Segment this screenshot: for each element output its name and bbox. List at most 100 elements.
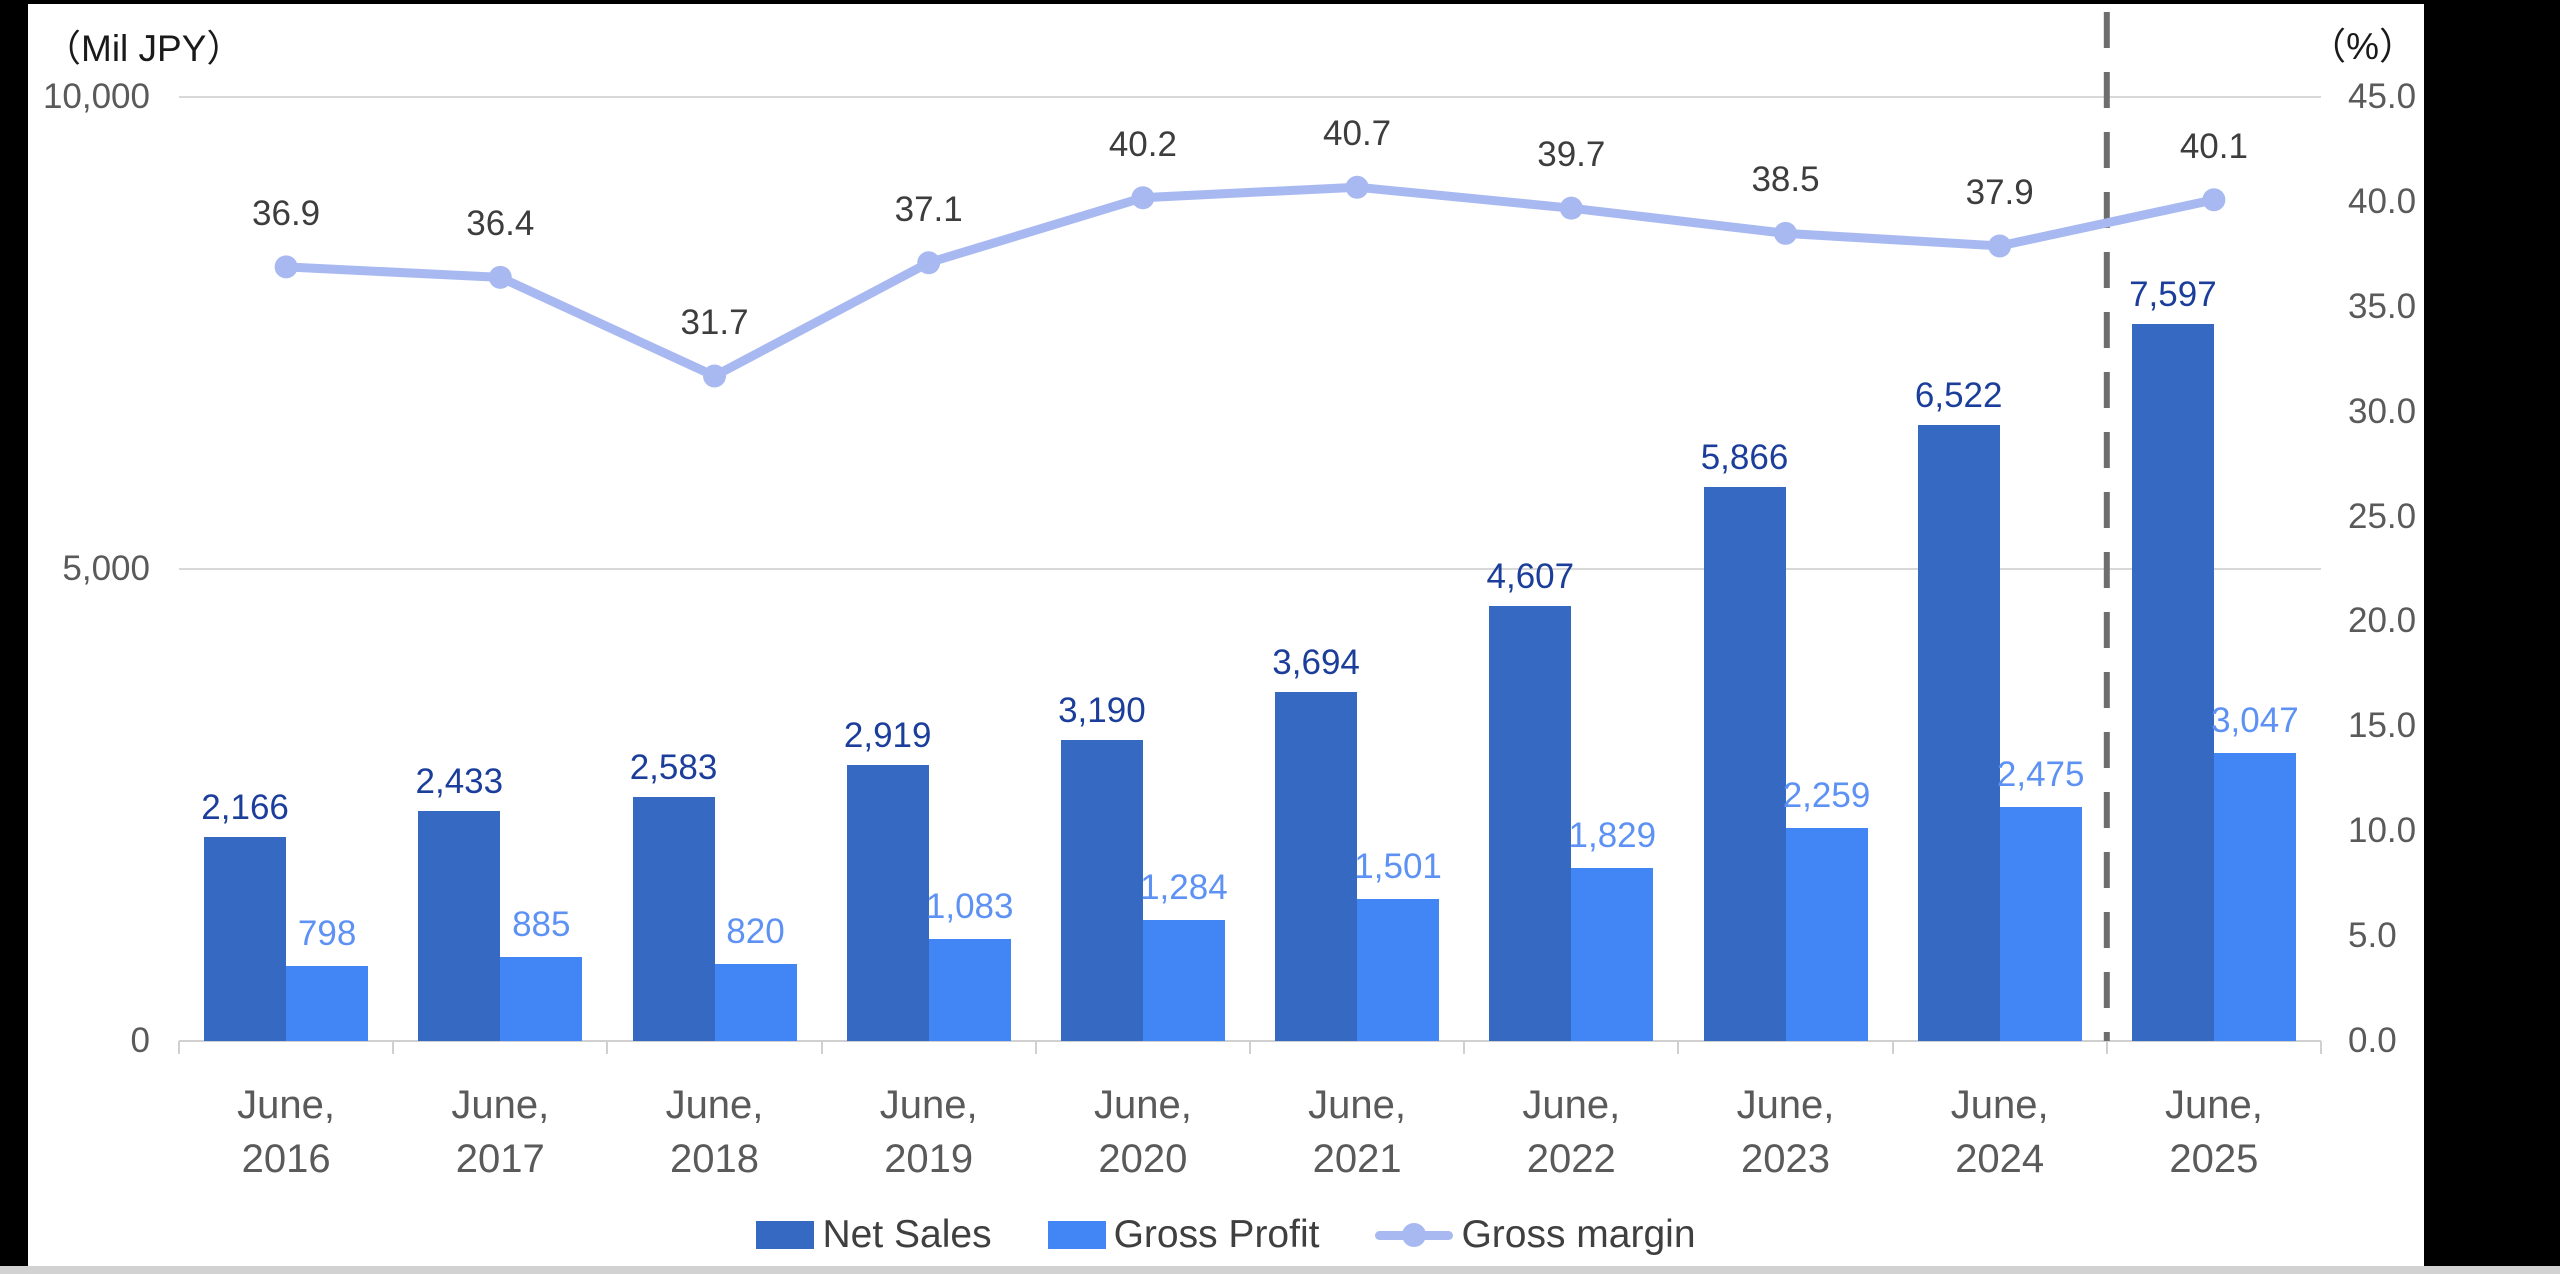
gross-margin-point — [274, 255, 298, 279]
gross-profit-bar — [286, 965, 369, 1041]
gross-profit-bar — [1142, 919, 1225, 1041]
x-axis-tick — [178, 1041, 180, 1054]
chart-legend: Net Sales Gross Profit Gross margin — [28, 1205, 2424, 1265]
chart-canvas: （Mil JPY） （%） 10,000 5,000 0 45.0 40.0 35.0 30… — [28, 4, 2424, 1266]
y-axis-label-left: 0 — [130, 1021, 150, 1060]
gross-profit-value-label: 2,259 — [1782, 775, 1871, 815]
right-axis-unit-label: （%） — [2309, 26, 2416, 67]
net-sales-value-label: 6,522 — [1914, 376, 2003, 416]
x-axis-category-label: June, 2016 — [237, 1083, 336, 1181]
gross-margin-line-icon — [1375, 1220, 1454, 1250]
gross-margin-value-label: 31.7 — [680, 303, 749, 342]
net-sales-bar — [418, 811, 501, 1041]
net-sales-value-label: 3,694 — [1272, 643, 1360, 683]
x-axis-category-label: June, 2021 — [1308, 1083, 1407, 1181]
legend-item-gross-margin: Gross margin — [1375, 1213, 1696, 1257]
gross-profit-bar — [1999, 807, 2082, 1041]
y-axis-label-right: 35.0 — [2348, 286, 2417, 326]
net-sales-bar — [1060, 739, 1143, 1041]
x-axis-tick — [1891, 1041, 1894, 1054]
net-sales-value-label: 5,866 — [1700, 438, 1789, 478]
gross-margin-value-label: 37.9 — [1965, 172, 2034, 212]
x-axis-category-label: June, 2023 — [1736, 1083, 1835, 1181]
net-sales-bar — [2131, 323, 2214, 1041]
net-sales-value-label: 7,597 — [2129, 274, 2217, 314]
gross-margin-point — [1988, 234, 2012, 258]
net-sales-bar — [204, 836, 287, 1041]
x-axis-category-label: June, 2018 — [665, 1083, 764, 1181]
gridline — [179, 96, 2321, 98]
net-sales-value-label: 2,433 — [415, 762, 504, 802]
y-axis-label-right: 10.0 — [2348, 811, 2417, 851]
y-axis-label-right: 25.0 — [2348, 496, 2417, 536]
legend-label-net-sales: Net Sales — [822, 1213, 992, 1256]
net-sales-bar — [1275, 692, 1358, 1041]
x-axis-tick — [1463, 1041, 1466, 1054]
x-axis-category-label: June, 2024 — [1950, 1083, 2049, 1181]
gross-margin-point — [703, 364, 726, 388]
y-axis-label-right: 20.0 — [2348, 601, 2417, 641]
gross-profit-bar — [1785, 827, 1868, 1041]
gross-margin-point — [1559, 196, 1583, 220]
x-axis-tick — [1249, 1041, 1251, 1054]
gross-profit-value-label: 3,047 — [2211, 701, 2299, 741]
gross-margin-point — [917, 251, 941, 275]
x-axis-category-label: June, 2022 — [1522, 1083, 1621, 1181]
gross-profit-bar — [928, 938, 1011, 1041]
net-sales-bar — [1489, 606, 1572, 1041]
x-axis-tick — [2320, 1041, 2322, 1054]
gross-margin-value-label: 40.1 — [2179, 126, 2248, 166]
y-axis-label-left: 5,000 — [62, 549, 150, 588]
net-sales-value-label: 2,583 — [629, 748, 718, 788]
net-sales-value-label: 4,607 — [1486, 557, 1575, 597]
x-axis-tick — [606, 1041, 609, 1054]
gross-profit-value-label: 2,475 — [1996, 755, 2085, 795]
gross-profit-bar — [714, 963, 797, 1041]
gross-margin-value-label: 37.1 — [894, 189, 963, 229]
x-axis-category-label: June, 2020 — [1093, 1083, 1192, 1181]
net-sales-value-label: 2,166 — [201, 787, 289, 827]
gross-profit-bar — [500, 957, 583, 1041]
gross-margin-value-label: 40.2 — [1108, 124, 1177, 164]
gross-margin-value-label: 36.9 — [252, 193, 321, 233]
gross-profit-value-label: 885 — [512, 905, 571, 945]
window-bottom-edge — [0, 1266, 2560, 1274]
gross-margin-value-label: 39.7 — [1537, 135, 1606, 175]
x-axis-category-label: June, 2019 — [879, 1083, 978, 1181]
y-axis-label-right: 0.0 — [2348, 1021, 2397, 1060]
gridline — [179, 568, 2321, 570]
gross-margin-point — [1774, 221, 1797, 245]
x-axis-category-label: June, 2025 — [2164, 1083, 2263, 1181]
x-axis-tick — [1034, 1041, 1037, 1054]
gross-profit-value-label: 1,829 — [1568, 816, 1657, 856]
gross-margin-point — [488, 265, 512, 289]
x-axis-tick — [820, 1041, 823, 1054]
net-sales-value-label: 3,190 — [1058, 690, 1146, 730]
y-axis-label-right: 15.0 — [2348, 706, 2417, 746]
y-axis-label-right: 5.0 — [2348, 916, 2397, 956]
legend-item-gross-profit: Gross Profit — [1047, 1213, 1319, 1257]
y-axis-label-right: 40.0 — [2348, 181, 2417, 221]
gross-profit-swatch-icon — [1047, 1221, 1106, 1249]
left-axis-unit-label: （Mil JPY） — [44, 28, 244, 69]
gross-margin-value-label: 36.4 — [466, 204, 535, 244]
gross-profit-value-label: 1,284 — [1140, 867, 1228, 907]
gross-profit-bar — [2213, 753, 2296, 1041]
y-axis-label-right: 30.0 — [2348, 391, 2417, 431]
net-sales-value-label: 2,919 — [843, 716, 932, 756]
gross-margin-point — [1345, 175, 1369, 199]
gross-profit-bar — [1357, 899, 1440, 1041]
net-sales-swatch-icon — [756, 1221, 815, 1249]
gross-margin-point — [2202, 188, 2226, 212]
x-axis-tick — [2105, 1041, 2108, 1054]
x-axis-tick — [392, 1041, 395, 1054]
net-sales-bar — [1917, 425, 2000, 1041]
net-sales-bar — [1703, 487, 1786, 1041]
legend-item-net-sales: Net Sales — [756, 1213, 992, 1257]
gross-profit-value-label: 820 — [726, 911, 785, 951]
gross-margin-point — [1131, 186, 1155, 210]
y-axis-label-left: 10,000 — [42, 77, 150, 116]
x-axis-category-label: June, 2017 — [451, 1083, 550, 1181]
gross-profit-value-label: 1,501 — [1354, 847, 1442, 887]
gross-margin-value-label: 40.7 — [1323, 114, 1392, 154]
